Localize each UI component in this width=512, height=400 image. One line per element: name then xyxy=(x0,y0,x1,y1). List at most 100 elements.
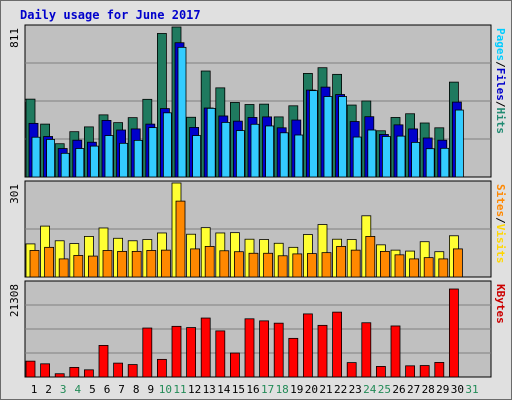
bar-sites-day-29 xyxy=(438,258,449,278)
bar-pages-day-28 xyxy=(425,148,435,178)
bar-kbytes-day-9 xyxy=(142,327,153,378)
bar-sites-day-22 xyxy=(336,245,347,278)
x-tick-label-12: 12 xyxy=(188,383,201,396)
bar-pages-day-16 xyxy=(250,123,260,178)
bar-sites-day-21 xyxy=(321,252,332,278)
y-axis-label-part: Pages xyxy=(494,28,507,61)
bar-sites-day-26 xyxy=(394,254,405,278)
bar-sites-day-3 xyxy=(58,258,69,278)
x-tick-label-23: 23 xyxy=(349,383,362,396)
bar-pages-day-17 xyxy=(265,125,275,178)
y-max-label: 301 xyxy=(8,184,21,204)
x-tick-label-7: 7 xyxy=(118,383,125,396)
x-tick-label-24: 24 xyxy=(363,383,377,396)
bar-pages-day-10 xyxy=(162,112,172,178)
bar-pages-day-11 xyxy=(177,46,187,178)
bar-sites-day-20 xyxy=(306,253,317,278)
bar-pages-day-14 xyxy=(221,122,231,178)
bar-pages-day-20 xyxy=(308,90,318,178)
bar-kbytes-day-6 xyxy=(98,345,109,378)
bar-sites-day-1 xyxy=(29,250,40,278)
bar-kbytes-day-17 xyxy=(259,320,270,378)
x-tick-label-26: 26 xyxy=(392,383,405,396)
bar-sites-day-10 xyxy=(160,249,171,278)
x-tick-label-29: 29 xyxy=(436,383,449,396)
x-tick-label-25: 25 xyxy=(378,383,391,396)
bar-kbytes-day-22 xyxy=(332,311,343,378)
x-tick-label-28: 28 xyxy=(422,383,435,396)
x-tick-label-18: 18 xyxy=(276,383,289,396)
bar-pages-day-21 xyxy=(323,96,333,178)
y-axis-label-part: / xyxy=(494,101,507,108)
y-axis-label-part: Files xyxy=(494,68,507,101)
bar-sites-day-12 xyxy=(190,248,201,278)
y-axis-label: Pages/Files/Hits xyxy=(494,28,507,134)
x-tick-label-5: 5 xyxy=(89,383,96,396)
bar-kbytes-day-25 xyxy=(375,366,386,378)
x-tick-label-6: 6 xyxy=(104,383,111,396)
bar-kbytes-day-13 xyxy=(200,317,211,378)
bar-kbytes-day-3 xyxy=(54,373,65,378)
x-tick-label-15: 15 xyxy=(232,383,245,396)
bar-sites-day-9 xyxy=(146,250,157,278)
bar-sites-day-18 xyxy=(277,255,288,278)
y-axis-label-part: / xyxy=(494,217,507,224)
bar-pages-day-3 xyxy=(60,152,70,178)
bar-pages-day-19 xyxy=(294,134,304,178)
bar-kbytes-day-19 xyxy=(288,337,299,378)
x-tick-label-22: 22 xyxy=(334,383,347,396)
x-tick-label-30: 30 xyxy=(451,383,464,396)
bar-kbytes-day-21 xyxy=(317,324,328,378)
bar-pages-day-29 xyxy=(440,147,450,178)
x-tick-label-3: 3 xyxy=(60,383,67,396)
x-tick-label-20: 20 xyxy=(305,383,318,396)
bar-pages-day-23 xyxy=(352,136,362,178)
bar-sites-day-4 xyxy=(73,255,84,278)
bar-kbytes-day-16 xyxy=(244,318,255,378)
chart-title: Daily usage for June 2017 xyxy=(20,8,201,22)
bar-sites-day-6 xyxy=(102,250,113,278)
bar-sites-day-7 xyxy=(117,250,127,278)
bar-pages-day-1 xyxy=(31,136,41,178)
y-max-label: 21308 xyxy=(8,284,21,317)
x-tick-label-8: 8 xyxy=(133,383,140,396)
bar-sites-day-28 xyxy=(423,257,434,278)
y-max-label: 811 xyxy=(8,28,21,48)
bar-pages-day-8 xyxy=(133,139,143,178)
bar-kbytes-day-26 xyxy=(390,325,401,378)
y-axis-label-part: Sites xyxy=(494,184,507,217)
bar-pages-day-18 xyxy=(279,132,289,178)
bar-pages-day-4 xyxy=(75,148,85,178)
bar-pages-day-27 xyxy=(411,142,421,178)
bar-pages-day-25 xyxy=(381,136,391,178)
bar-pages-day-30 xyxy=(454,109,464,178)
bar-pages-day-15 xyxy=(235,130,245,178)
bar-pages-day-9 xyxy=(148,127,158,178)
bar-sites-day-5 xyxy=(88,255,98,278)
bar-pages-day-13 xyxy=(206,107,216,178)
x-tick-label-4: 4 xyxy=(74,383,81,396)
x-tick-label-27: 27 xyxy=(407,383,420,396)
bar-kbytes-day-1 xyxy=(25,360,36,378)
y-axis-label: KBytes xyxy=(494,284,507,324)
bar-kbytes-day-29 xyxy=(434,362,445,378)
bar-kbytes-day-7 xyxy=(113,362,123,378)
bar-sites-day-14 xyxy=(219,250,230,278)
bar-kbytes-day-24 xyxy=(361,322,372,378)
bar-pages-day-6 xyxy=(104,135,114,178)
bar-kbytes-day-20 xyxy=(302,313,313,378)
x-tick-label-17: 17 xyxy=(261,383,274,396)
bar-sites-day-2 xyxy=(44,246,54,278)
x-tick-label-2: 2 xyxy=(45,383,52,396)
x-tick-label-19: 19 xyxy=(290,383,303,396)
bar-sites-day-19 xyxy=(292,253,303,278)
bar-kbytes-day-5 xyxy=(84,369,94,378)
x-tick-label-9: 9 xyxy=(147,383,154,396)
bar-kbytes-day-23 xyxy=(346,362,357,378)
x-tick-label-11: 11 xyxy=(173,383,186,396)
y-axis-label-part: Visits xyxy=(494,224,507,264)
x-tick-label-31: 31 xyxy=(465,383,478,396)
bar-sites-day-13 xyxy=(204,245,215,278)
x-tick-label-14: 14 xyxy=(217,383,231,396)
bar-kbytes-day-28 xyxy=(419,365,430,378)
